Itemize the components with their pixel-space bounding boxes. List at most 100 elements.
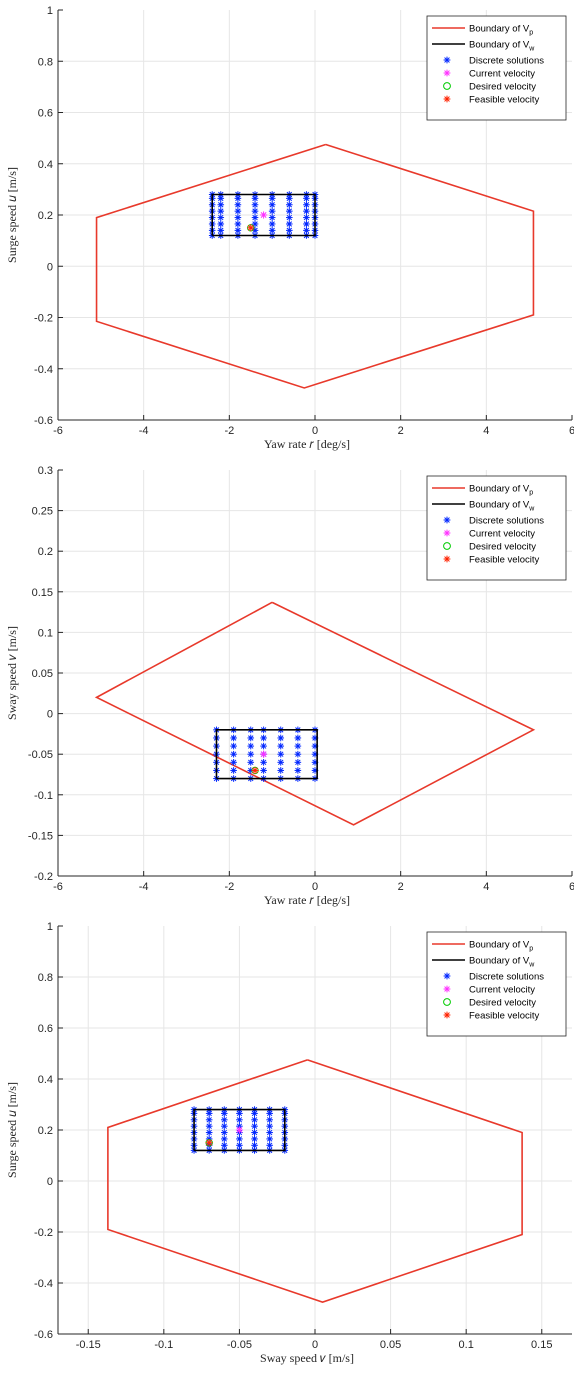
discrete-solution-point [217, 220, 225, 228]
chart-yaw-vs-sway: -6 -4 -2 0 2 4 6 -0.2 -0.15 -0.1 -0.05 0 0.05 0.1 0.15… [5, 465, 574, 907]
discrete-solution-point [260, 742, 267, 750]
y-tick-label: -0.1 [34, 790, 53, 802]
discrete-solution-point [303, 207, 310, 215]
x-tick-label: -0.15 [76, 1339, 101, 1351]
discrete-solution-point [294, 734, 302, 742]
x-axis-label: Yaw rate 𝑟 [deg/s] [264, 437, 350, 451]
discrete-solution-point [234, 220, 242, 228]
legend-label-boundary-vp: Boundary of Vp [469, 940, 533, 953]
legend-label-current-velocity: Current velocity [469, 529, 535, 540]
discrete-solution-point [266, 1135, 273, 1143]
discrete-solution-point [205, 1122, 213, 1130]
discrete-solution-point [247, 750, 255, 758]
discrete-solution-point [268, 214, 276, 221]
legend-box [426, 15, 567, 121]
boundary-vw-series [211, 193, 316, 237]
current-velocity-point [235, 1126, 244, 1134]
discrete-solution-point [266, 1116, 273, 1124]
discrete-solution-point [251, 201, 259, 209]
y-tick-label: -0.2 [34, 1227, 53, 1239]
x-tick-label: -6 [53, 425, 63, 437]
discrete-solution-point [205, 1129, 213, 1136]
discrete-solution-point [236, 1116, 243, 1124]
y-tick-label: -0.2 [34, 313, 53, 325]
y-tick-label: 0 [47, 261, 53, 273]
discrete-solution-point [268, 220, 276, 228]
y-tick-label: -0.05 [28, 749, 53, 761]
legend-swatch-feasible-velocity [443, 555, 451, 563]
y-axis-label: Surge speed 𝑢 [m/s] [5, 1082, 19, 1178]
discrete-solution-point [277, 734, 285, 742]
x-axis-label: Yaw rate 𝑟 [deg/s] [264, 893, 350, 907]
legend-swatch-desired-velocity [443, 998, 451, 1006]
discrete-solution-point [286, 214, 293, 221]
x-tick-label: -4 [139, 881, 149, 893]
x-tick-label: 2 [398, 425, 404, 437]
discrete-solution-point [230, 767, 237, 774]
y-tick-label: 0.05 [32, 668, 53, 680]
discrete-solution-point [277, 742, 285, 750]
legend-label-desired-velocity: Desired velocity [469, 998, 536, 1009]
discrete-solution-point [277, 759, 285, 766]
legend-label-desired-velocity: Desired velocity [469, 82, 536, 93]
discrete-solution-point [251, 1142, 258, 1149]
discrete-solution-point [220, 1129, 228, 1136]
x-tick-label: 0.15 [531, 1339, 552, 1351]
x-tick-label: -6 [53, 881, 63, 893]
legend-label-boundary-vw: Boundary of Vw [469, 956, 535, 969]
feasible-velocity-point [251, 766, 259, 775]
discrete-solution-point [251, 1129, 258, 1136]
discrete-solution-point [234, 214, 242, 221]
discrete-solution-point [286, 207, 293, 215]
discrete-solution-point [230, 759, 237, 766]
discrete-solution-point [303, 214, 310, 221]
discrete-solution-point [251, 1122, 258, 1130]
discrete-solution-point [220, 1116, 228, 1124]
y-tick-label: -0.4 [34, 1278, 53, 1290]
boundary-vp-series [94, 601, 536, 826]
y-tick-label: 0.6 [38, 1023, 53, 1035]
discrete-solution-point [266, 1122, 273, 1130]
y-tick-label: 0.2 [38, 546, 53, 558]
legend-label-boundary-vw: Boundary of Vw [469, 500, 535, 513]
y-tick-label: 0.15 [32, 587, 53, 599]
discrete-solution-point [230, 750, 237, 758]
y-tick-label: 0 [47, 709, 53, 721]
discrete-solution-point [247, 734, 255, 742]
feasible-velocity-point [205, 1139, 213, 1147]
discrete-solution-point [260, 759, 267, 766]
y-axis-label: Sway speed 𝑣 [m/s] [5, 626, 19, 720]
discrete-solution-point [217, 207, 225, 215]
discrete-solution-point [247, 759, 255, 766]
legend-swatch-current-velocity [443, 985, 451, 993]
chart-yaw-vs-surge: -6 -4 -2 0 2 4 6 -0.6 -0.4 -0.2 0 0.2 0.4 0.6 0.8 1 Yaw … [5, 5, 574, 451]
legend-swatch-desired-velocity [443, 82, 451, 90]
x-tick-label: 0 [312, 425, 318, 437]
y-tick-label: 0 [47, 1176, 53, 1188]
discrete-solution-point [251, 1135, 258, 1143]
discrete-solution-point [230, 734, 237, 742]
discrete-solution-point [303, 201, 310, 209]
discrete-solution-point [286, 220, 293, 228]
x-tick-label: 0 [312, 1339, 318, 1351]
legend-label-discrete-solutions: Discrete solutions [469, 516, 544, 527]
discrete-solution-point [234, 207, 242, 215]
legend-box [426, 475, 567, 581]
legend: Boundary of Vp Boundary of Vw Discrete sol… [426, 931, 567, 1037]
legend-label-current-velocity: Current velocity [469, 985, 535, 996]
discrete-solution-point [286, 201, 293, 209]
discrete-solution-point [220, 1122, 228, 1130]
x-tick-label: 4 [483, 425, 489, 437]
discrete-solution-point [266, 1129, 273, 1136]
y-tick-label: 0.2 [38, 1125, 53, 1137]
legend-swatch-feasible-velocity [443, 95, 451, 103]
discrete-solution-point [234, 201, 242, 209]
x-tick-label: -0.1 [154, 1339, 173, 1351]
discrete-solution-point [294, 767, 302, 774]
discrete-solution-point [294, 742, 302, 750]
legend-label-boundary-vw: Boundary of Vw [469, 40, 535, 53]
y-tick-label: 1 [47, 921, 53, 933]
legend-swatch-discrete-solutions [443, 516, 451, 524]
discrete-solution-point [220, 1142, 228, 1149]
